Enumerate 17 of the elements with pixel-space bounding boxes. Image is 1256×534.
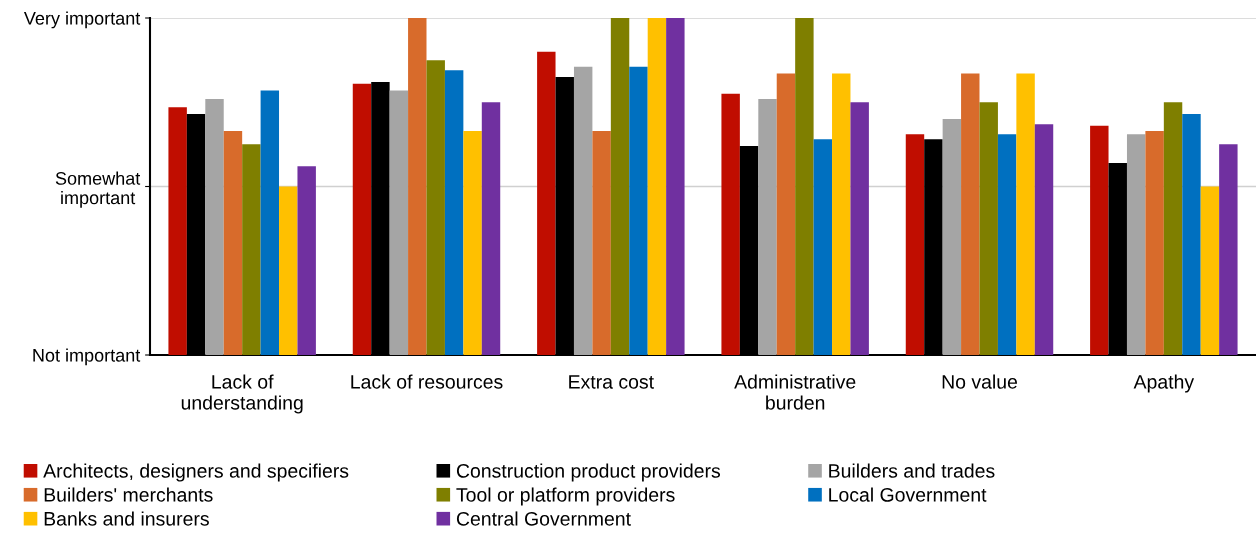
legend-label: Banks and insurers (44, 511, 209, 526)
legend-label: Central Government (456, 511, 631, 526)
legend-label: Construction product providers (456, 463, 721, 482)
legend-label: Tool or platform providers (456, 487, 675, 506)
ref-line-label: Not important (33, 348, 141, 366)
legend-label: Builders' merchants (44, 487, 213, 502)
ref-line-label: Very important (23, 11, 141, 29)
legend-label: Builders and trades (829, 463, 995, 478)
x-tick-label: No value (942, 374, 1018, 389)
x-tick-label: Lack of resources (351, 374, 503, 389)
x-tick-label: Apathy (1133, 374, 1195, 393)
x-tick-label: Lack of understanding (181, 374, 303, 414)
x-tick-label: Extra cost (569, 375, 654, 389)
ref-line-label: Somewhat important (55, 171, 141, 208)
x-tick-label: Administrative burden (734, 374, 856, 410)
legend-label: Architects, designers and specifiers (43, 463, 349, 482)
legend-label: Local Government (829, 487, 987, 502)
